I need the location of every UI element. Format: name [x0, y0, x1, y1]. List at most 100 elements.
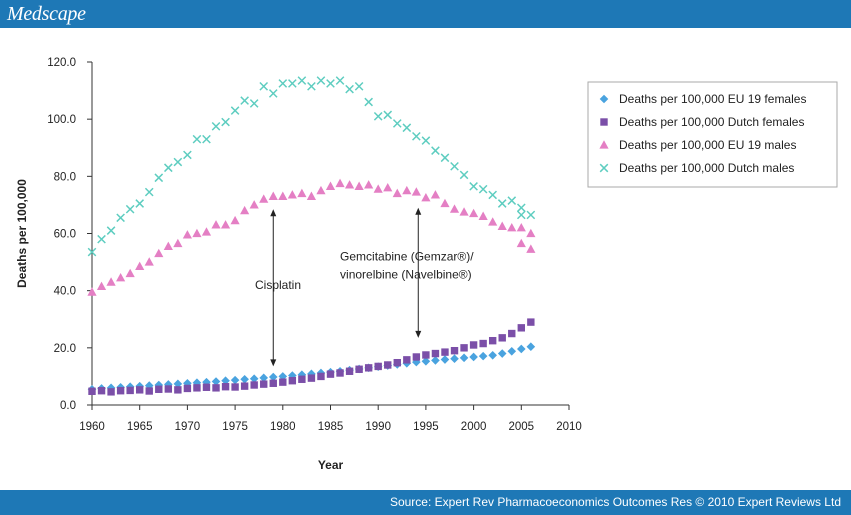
data-point [364, 364, 373, 372]
data-point [192, 134, 202, 144]
data-point [297, 188, 307, 198]
data-point [97, 387, 106, 395]
data-point [288, 79, 297, 88]
data-point [354, 181, 364, 190]
data-point [269, 379, 277, 387]
data-point [183, 384, 192, 393]
data-point [364, 180, 374, 189]
x-tick-label: 2000 [461, 421, 487, 433]
data-point [307, 81, 316, 91]
data-point [87, 287, 97, 296]
legend-label: Deaths per 100,000 EU 19 males [619, 138, 796, 152]
data-point [392, 188, 402, 198]
legend-marker [599, 163, 609, 173]
data-point [135, 381, 144, 391]
data-point [431, 349, 440, 358]
data-point [278, 191, 288, 200]
data-point [459, 353, 469, 363]
data-point [440, 153, 450, 163]
data-point [174, 386, 182, 394]
data-point [526, 244, 536, 253]
data-point [335, 76, 345, 85]
data-point [125, 268, 135, 278]
axes: 0.0 20.0 40.0 60.0 80.0 100.0 120.0 1960 1965 197… [15, 57, 582, 472]
data-point [526, 342, 536, 351]
data-point [345, 84, 354, 94]
data-point [135, 199, 145, 208]
data-point [384, 361, 392, 369]
data-point [431, 146, 440, 155]
data-point [393, 358, 401, 367]
x-tick-label: 1995 [413, 421, 439, 433]
source-text: Source: Expert Rev Pharmacoeconomics Out… [389, 495, 841, 509]
data-point [488, 217, 498, 226]
data-point [336, 369, 344, 377]
data-point [145, 387, 153, 395]
data-point [440, 198, 450, 208]
data-point [231, 383, 239, 391]
data-point [212, 384, 220, 392]
data-point [125, 204, 135, 214]
data-point [250, 381, 258, 389]
x-axis-label: Year [318, 458, 344, 472]
data-point [192, 378, 202, 388]
data-point [411, 187, 421, 196]
data-point [155, 385, 163, 393]
data-point [173, 157, 183, 167]
data-point [488, 350, 497, 360]
data-point [507, 222, 517, 232]
data-point [354, 81, 364, 91]
data-point [364, 97, 373, 107]
data-point [164, 385, 173, 393]
data-point [316, 76, 326, 85]
data-point [88, 387, 96, 395]
data-point [279, 378, 287, 386]
x-tick-label: 2010 [556, 421, 582, 433]
data-point [403, 356, 411, 364]
data-point [230, 106, 240, 115]
data-point [516, 238, 526, 248]
data-point [440, 355, 450, 364]
data-point [527, 318, 535, 326]
data-point [469, 182, 478, 191]
data-point [373, 184, 383, 193]
data-point [298, 375, 306, 383]
data-point [249, 200, 259, 209]
data-point [326, 370, 335, 378]
arrow-head-down [415, 330, 422, 338]
data-point [107, 388, 115, 396]
data-point [173, 379, 183, 389]
data-point [182, 230, 192, 239]
data-point [96, 281, 107, 290]
data-point [392, 119, 402, 128]
data-point [163, 241, 173, 250]
data-point [479, 339, 487, 348]
data-point [422, 351, 430, 359]
data-point [517, 324, 525, 332]
header-bar: Medscape [0, 0, 851, 28]
x-tick-label: 1970 [175, 421, 201, 433]
data-point [383, 110, 393, 120]
data-point [516, 203, 526, 213]
data-point [144, 257, 154, 266]
data-point [460, 344, 468, 352]
data-point [469, 208, 479, 218]
data-point [97, 234, 106, 244]
data-point [288, 377, 297, 385]
data-point [136, 386, 144, 394]
data-point [211, 377, 221, 386]
legend-marker [600, 118, 608, 126]
data-point [154, 173, 164, 183]
data-point [106, 226, 116, 235]
data-point [144, 381, 154, 390]
legend-label: Deaths per 100,000 EU 19 females [619, 92, 806, 106]
arrow-head-up [270, 209, 277, 217]
data-point [220, 220, 231, 229]
data-point [278, 79, 288, 88]
data-point [183, 150, 192, 160]
data-point [211, 121, 221, 131]
data-point [202, 134, 211, 144]
data-point [497, 199, 507, 208]
medscape-logo[interactable]: Medscape [7, 3, 86, 25]
annotation-label: vinorelbine (Navelbine®) [340, 268, 472, 282]
